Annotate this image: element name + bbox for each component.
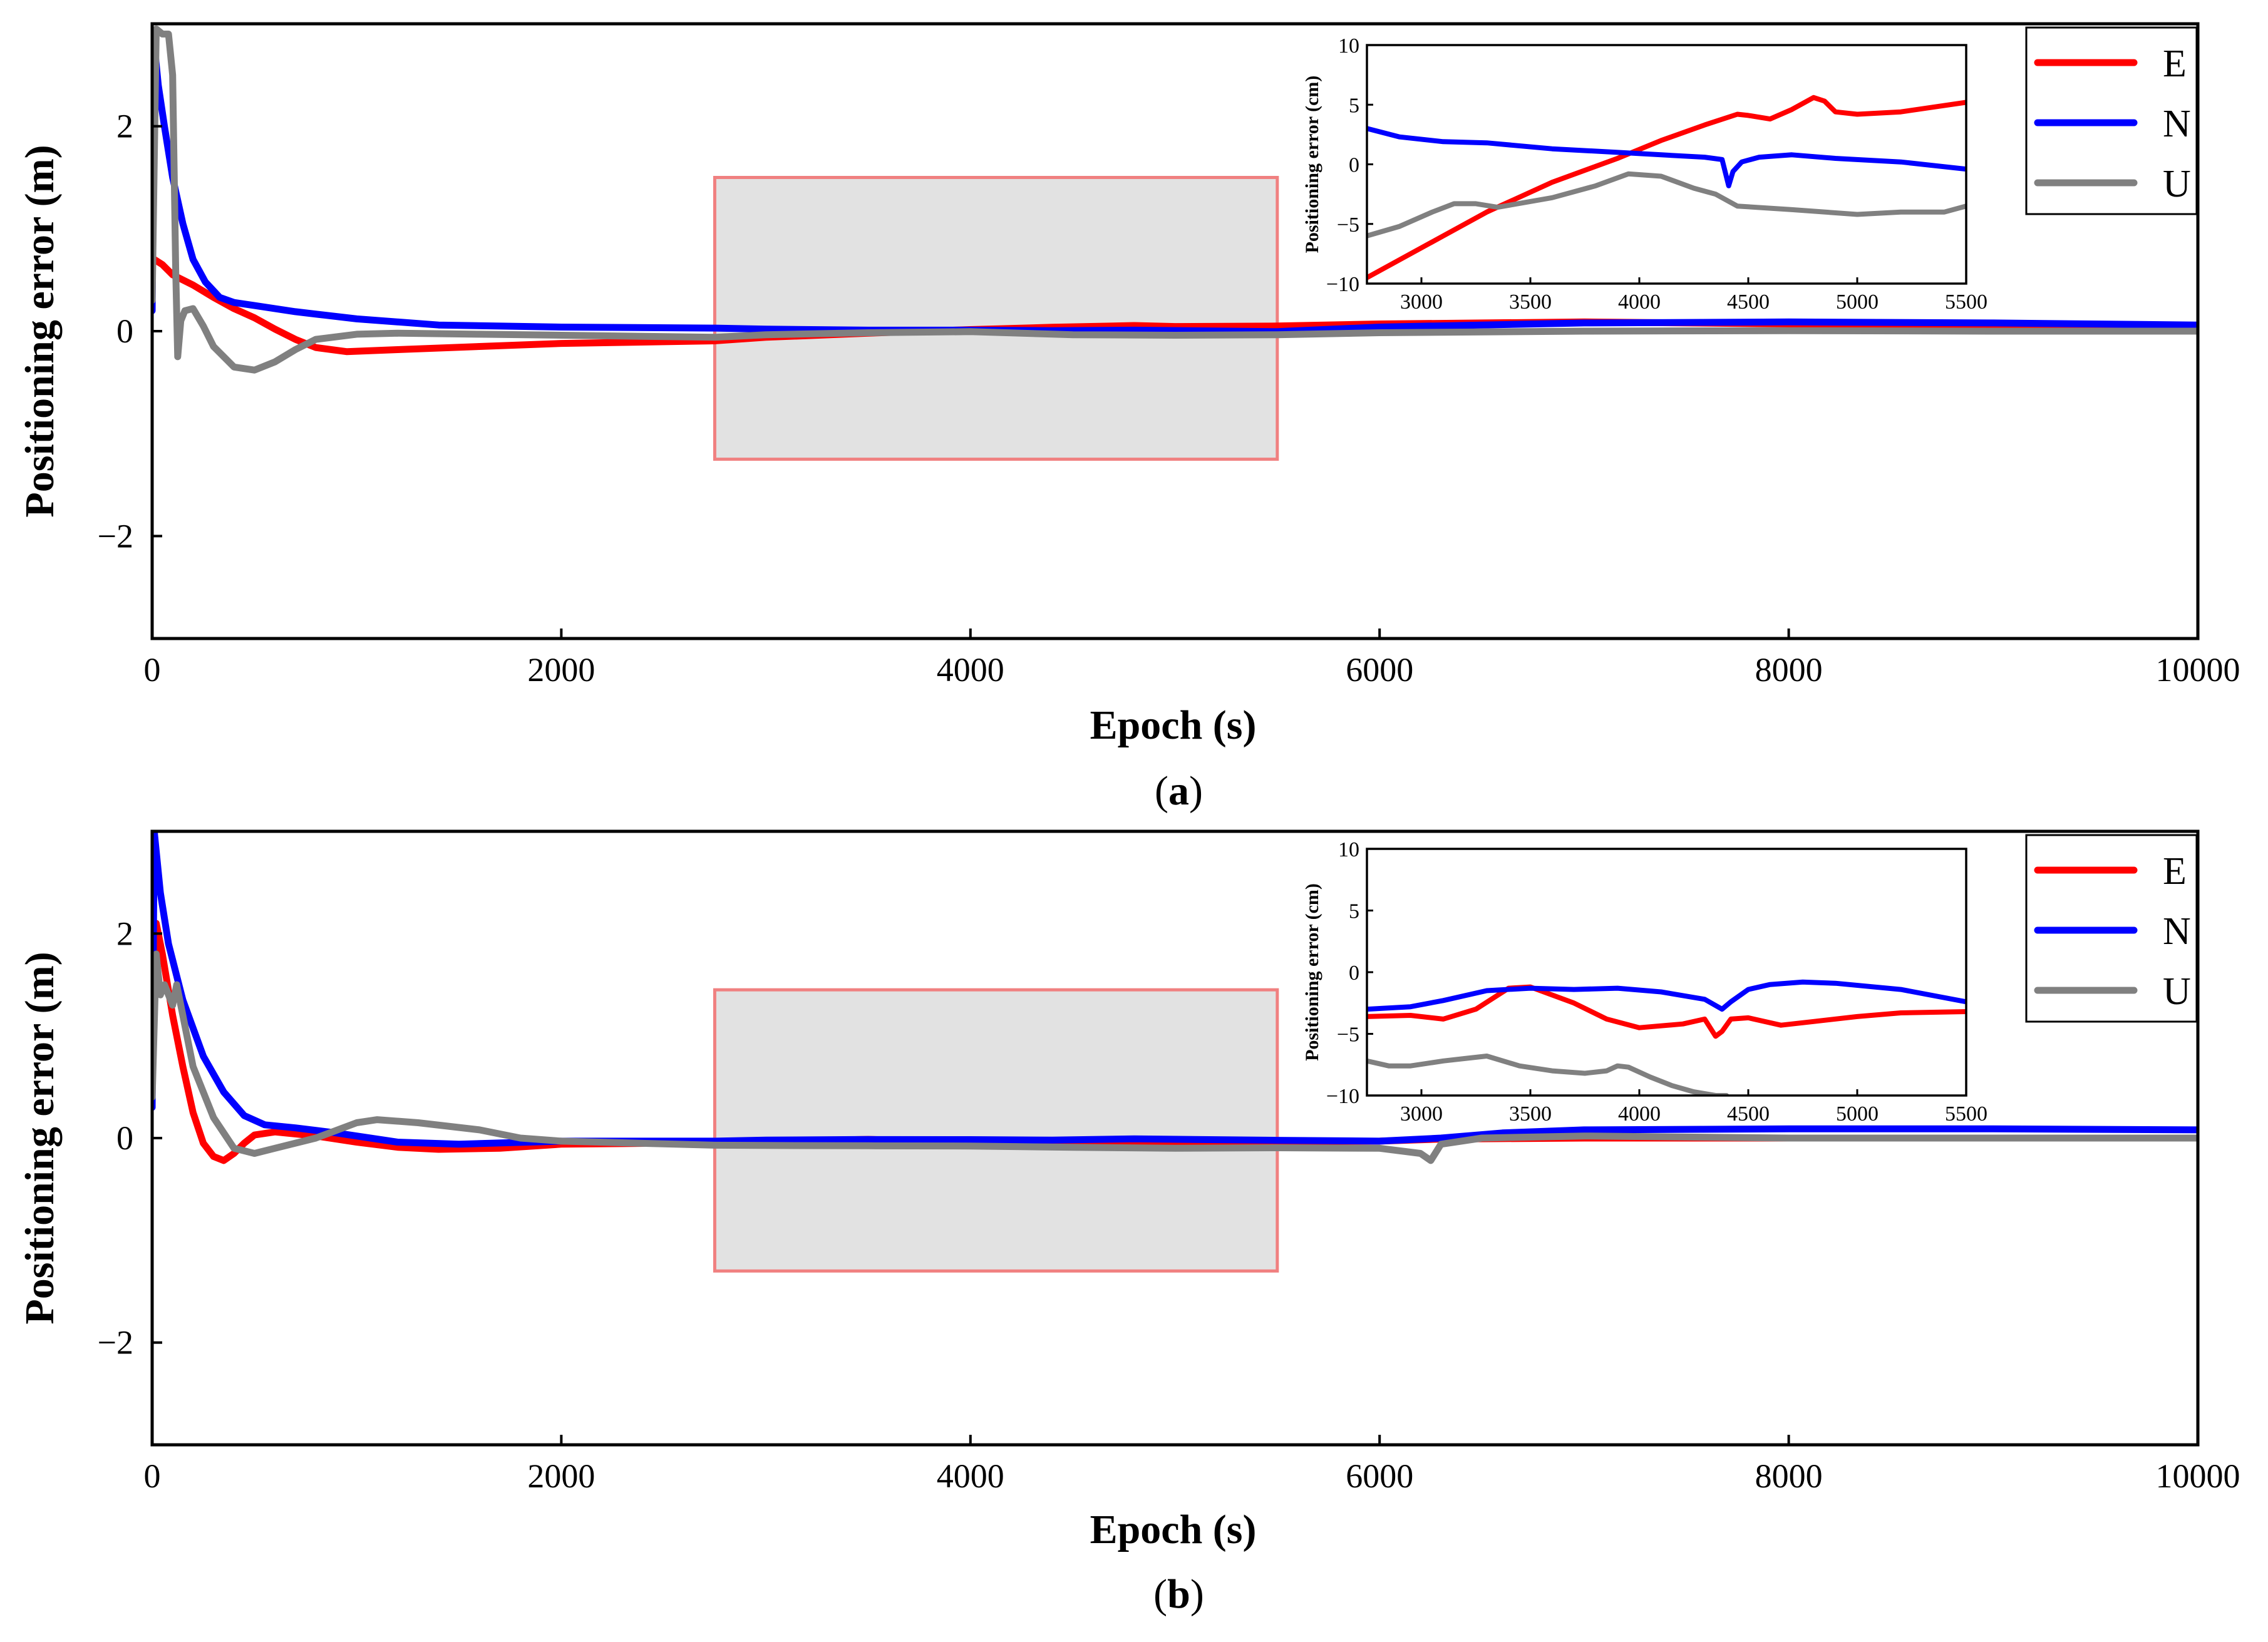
inset-x-tick-label: 3500 (1509, 290, 1552, 314)
legend-label-U: U (2163, 163, 2191, 205)
inset-y-tick-label: 0 (1349, 154, 1359, 177)
panel-label-close: ) (1189, 768, 1203, 814)
chart-a: 0 2000 4000 6000 8000 10000 2 0 −2 Epoch (s) Posit… (17, 22, 2240, 814)
x-tick-label: 4000 (937, 1457, 1004, 1495)
panel-label-letter: b (1167, 1571, 1190, 1617)
inset-x-tick-label: 4500 (1727, 1102, 1770, 1126)
inset-x-tick-label: 3000 (1400, 290, 1443, 314)
inset-x-tick-label: 5000 (1836, 290, 1879, 314)
inset-y-tick-label: 5 (1349, 900, 1359, 923)
inset-y-axis-label: Positioning error (cm) (1302, 76, 1322, 254)
inset-chart: 3000 3500 4000 4500 5000 5500 10 5 0 −5 −10Positio… (1302, 34, 1987, 314)
inset-y-tick-label: −10 (1326, 273, 1359, 296)
x-axis-label: Epoch (s) (1090, 1507, 1257, 1552)
inset-x-tick-label: 3000 (1400, 1102, 1443, 1126)
x-axis-label: Epoch (s) (1090, 702, 1257, 748)
y-tick-label: 0 (116, 312, 133, 350)
inset-x-tick-label: 4000 (1618, 290, 1661, 314)
inset-series-line-N (1367, 126, 1966, 188)
panel-label-close: ) (1190, 1571, 1204, 1617)
y-tick-label: 2 (116, 108, 133, 145)
inset-background (1367, 849, 1966, 1096)
inset-y-tick-label: −10 (1326, 1085, 1359, 1108)
y-axis-label: Positioning error (m) (17, 145, 63, 517)
y-tick-label: 2 (116, 915, 133, 952)
inset-series-line-U (1367, 171, 1966, 239)
inset-y-tick-label: −5 (1337, 213, 1359, 237)
inset-background (1367, 45, 1966, 284)
inset-x-tick-label: 5500 (1945, 290, 1987, 314)
x-tick-label: 6000 (1346, 651, 1413, 689)
inset-y-tick-label: 0 (1349, 962, 1359, 985)
inset-series-line-N (1367, 979, 1966, 1012)
inset-series-line-U (1367, 1054, 1729, 1096)
zoom-region-box (713, 988, 1279, 1273)
legend-label-E: E (2163, 850, 2187, 893)
legend-label-E: E (2163, 43, 2187, 85)
inset-y-tick-label: 10 (1338, 34, 1359, 58)
inset-series-lines (1367, 979, 1966, 1096)
inset-y-tick-label: 10 (1338, 838, 1359, 861)
inset-x-tick-label: 5000 (1836, 1102, 1879, 1126)
x-tick-label: 2000 (527, 1457, 595, 1495)
x-tick-label: 6000 (1346, 1457, 1413, 1495)
zoom-region-box (713, 176, 1279, 461)
series-lines (152, 25, 2198, 374)
inset-y-tick-label: 5 (1349, 94, 1359, 117)
inset-y-tick-label: −5 (1337, 1024, 1359, 1047)
chart-b: 0 2000 4000 6000 8000 10000 2 0 −2 Epoch (s) Posit… (17, 829, 2240, 1617)
x-tick-label: 2000 (527, 651, 595, 689)
panel-label: (a) (1155, 768, 1203, 814)
y-tick-label: 0 (116, 1119, 133, 1157)
legend-label-U: U (2163, 970, 2191, 1013)
panel-label-letter: a (1168, 768, 1189, 814)
legend-label-N: N (2163, 910, 2191, 953)
inset-x-tick-label: 4500 (1727, 290, 1770, 314)
x-tick-label: 0 (144, 1457, 161, 1495)
panel-label-open: ( (1153, 1571, 1167, 1617)
inset-series-lines (1367, 95, 1966, 280)
y-tick-label: −2 (98, 517, 133, 555)
inset-x-tick-label: 5500 (1945, 1102, 1987, 1126)
x-tick-label: 8000 (1755, 1457, 1823, 1495)
inset-chart: 3000 3500 4000 4500 5000 5500 10 5 0 −5 −10 Positio… (1302, 838, 1987, 1126)
y-tick-label: −2 (98, 1324, 133, 1362)
inset-series-line-E (1367, 95, 1966, 280)
y-axis-label: Positioning error (m) (17, 952, 63, 1324)
inset-x-tick-label: 3500 (1509, 1102, 1552, 1126)
panel-label-open: ( (1155, 768, 1168, 814)
inset-x-tick-label: 4000 (1618, 1102, 1661, 1126)
legend-label-N: N (2163, 103, 2191, 145)
x-tick-label: 8000 (1755, 651, 1823, 689)
inset-y-axis-label: Positioning error (cm) (1302, 883, 1322, 1061)
series-line-U (152, 25, 2198, 374)
inset-series-line-E (1367, 984, 1966, 1039)
series-line-U (152, 950, 2198, 1164)
x-tick-label: 10000 (2156, 1457, 2240, 1495)
x-tick-label: 4000 (937, 651, 1004, 689)
x-tick-label: 0 (144, 651, 161, 689)
panel-label: (b) (1153, 1571, 1204, 1617)
x-tick-label: 10000 (2156, 651, 2240, 689)
series-lines (152, 831, 2198, 1164)
